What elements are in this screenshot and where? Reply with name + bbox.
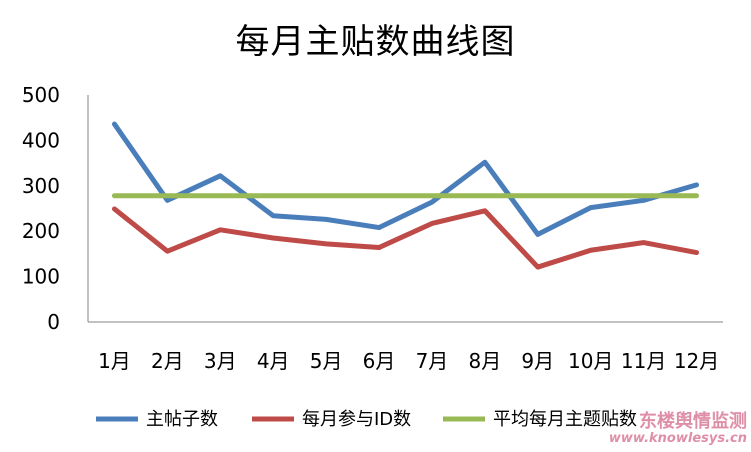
data-point: [112, 193, 117, 198]
data-point: [482, 193, 487, 198]
x-axis-ticks: 1月 2月 3月 4月 5月 6月 7月 8月 9月 10月 11月 12月: [98, 349, 719, 373]
data-point: [588, 248, 593, 253]
data-point: [535, 193, 540, 198]
legend-label: 每月参与ID数: [302, 409, 411, 430]
data-point: [377, 245, 382, 250]
series-line-1: [111, 121, 700, 237]
data-point: [694, 182, 699, 187]
y-tick-label: 500: [22, 83, 60, 107]
x-tick-label: 2月: [151, 349, 184, 373]
chart-series: [111, 121, 700, 270]
watermark-text: 东楼舆情监测: [639, 410, 747, 432]
data-point: [112, 206, 117, 211]
series-line-2: [111, 206, 700, 270]
data-point: [641, 193, 646, 198]
data-point: [271, 236, 276, 241]
x-tick-label: 9月: [521, 349, 554, 373]
data-point: [112, 122, 117, 127]
x-tick-label: 3月: [204, 349, 237, 373]
data-point: [377, 225, 382, 230]
y-tick-label: 100: [22, 265, 60, 289]
data-point: [641, 240, 646, 245]
data-point: [641, 198, 646, 203]
data-point: [588, 205, 593, 210]
x-tick-label: 8月: [469, 349, 502, 373]
data-point: [694, 193, 699, 198]
chart-legend: 主帖子数 每月参与ID数 平均每月主题贴数: [96, 409, 637, 430]
y-tick-label: 300: [22, 174, 60, 198]
y-tick-label: 0: [47, 310, 60, 334]
watermark-url: www.knowlesys.cn: [608, 430, 747, 446]
data-point: [535, 232, 540, 237]
data-point: [429, 193, 434, 198]
data-point: [165, 193, 170, 198]
data-point: [271, 193, 276, 198]
data-point: [271, 213, 276, 218]
x-tick-label: 11月: [621, 349, 666, 373]
data-point: [535, 265, 540, 270]
chart-title: 每月主贴数曲线图: [235, 22, 516, 62]
data-point: [165, 198, 170, 203]
x-tick-label: 7月: [416, 349, 449, 373]
x-tick-label: 4月: [257, 349, 290, 373]
data-point: [324, 217, 329, 222]
watermark: 东楼舆情监测 www.knowlesys.cn: [609, 412, 747, 446]
legend-label: 主帖子数: [146, 409, 218, 430]
data-point: [165, 249, 170, 254]
x-tick-label: 6月: [363, 349, 396, 373]
data-point: [218, 173, 223, 178]
data-point: [588, 193, 593, 198]
x-tick-label: 10月: [568, 349, 613, 373]
data-point: [324, 241, 329, 246]
x-tick-label: 12月: [674, 349, 719, 373]
data-point: [218, 227, 223, 232]
y-tick-label: 200: [22, 219, 60, 243]
chart-axes: [87, 95, 723, 323]
data-point: [218, 193, 223, 198]
x-tick-label: 5月: [310, 349, 343, 373]
data-point: [377, 193, 382, 198]
data-point: [482, 160, 487, 165]
x-tick-label: 1月: [98, 349, 131, 373]
data-point: [694, 250, 699, 255]
y-tick-label: 400: [22, 128, 60, 152]
data-point: [429, 221, 434, 226]
y-axis-ticks: 0 100 200 300 400 500: [22, 83, 60, 334]
legend-label: 平均每月主题贴数: [493, 409, 637, 430]
data-point: [324, 193, 329, 198]
data-point: [429, 200, 434, 205]
data-point: [482, 208, 487, 213]
